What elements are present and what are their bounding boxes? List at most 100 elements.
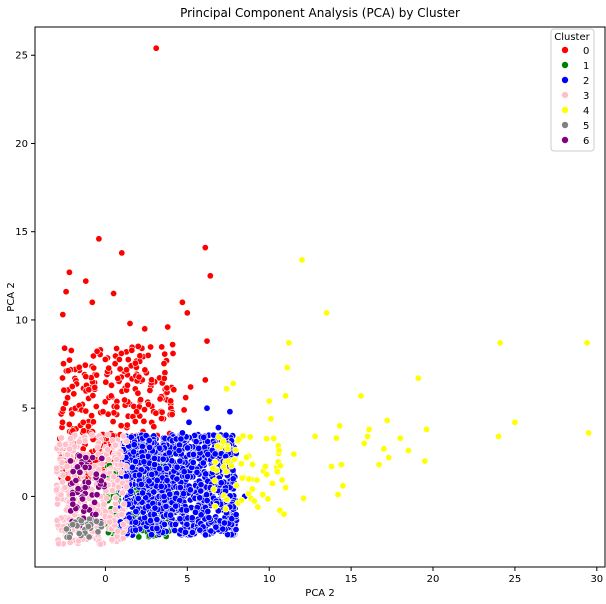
cluster-5-point (77, 517, 85, 525)
cluster-2-point (176, 483, 184, 491)
cluster-4-point (360, 439, 368, 447)
cluster-6-point (82, 454, 90, 462)
cluster-3-point (110, 473, 118, 481)
cluster-2-point (132, 457, 140, 465)
cluster-3-point (119, 520, 127, 528)
legend-box (550, 28, 595, 152)
cluster-2-point (228, 515, 236, 523)
cluster-0-point (117, 422, 125, 430)
cluster-0-point (133, 408, 141, 416)
cluster-6-point (76, 452, 84, 460)
cluster-6-point (89, 454, 97, 462)
legend-marker-5 (561, 121, 569, 129)
cluster-6-point (81, 463, 89, 471)
cluster-2-point (219, 525, 227, 533)
cluster-4-point (238, 474, 246, 482)
cluster-0-point (187, 383, 195, 391)
cluster-0-point (145, 400, 153, 408)
cluster-2-point (150, 488, 158, 496)
cluster-2-point (183, 506, 191, 514)
cluster-0-point (88, 412, 96, 420)
cluster-2-point (150, 454, 158, 462)
cluster-2-point (189, 528, 197, 536)
cluster-2-point (147, 517, 155, 525)
cluster-3-point (103, 494, 111, 502)
cluster-0-point (64, 394, 72, 402)
cluster-2-point (211, 450, 219, 458)
cluster-0-point (82, 277, 90, 285)
cluster-0-point (58, 418, 66, 426)
cluster-0-point (65, 268, 73, 276)
cluster-0-point (167, 397, 175, 405)
cluster-3-point (106, 518, 114, 526)
cluster-4-point (278, 476, 286, 484)
cluster-2-point (163, 476, 171, 484)
cluster-4-point (237, 460, 245, 468)
cluster-2-point (200, 433, 208, 441)
cluster-2-point (172, 520, 180, 528)
cluster-4-point (327, 462, 335, 470)
cluster-0-point (82, 407, 90, 415)
cluster-0-point (59, 311, 67, 319)
cluster-2-point (148, 470, 156, 478)
cluster-3-point (123, 483, 131, 491)
cluster-0-point (150, 423, 158, 431)
cluster-2-point (207, 527, 215, 535)
cluster-0-point (152, 409, 160, 417)
cluster-2-point (160, 492, 168, 500)
cluster-2-point (195, 444, 203, 452)
cluster-0-point (170, 386, 178, 394)
cluster-4-point (246, 433, 254, 441)
legend-marker-2 (561, 76, 569, 84)
cluster-6-point (69, 500, 77, 508)
y-tick-label: 20 (15, 139, 28, 150)
cluster-0-point (182, 394, 190, 402)
cluster-2-point (226, 408, 234, 416)
cluster-4-point (263, 470, 271, 478)
cluster-2-point (180, 490, 188, 498)
cluster-0-point (146, 386, 154, 394)
legend-label-0: 0 (583, 46, 589, 57)
legend: Cluster 0 1 2 3 4 5 6 (550, 28, 595, 152)
cluster-2-point (212, 523, 220, 531)
cluster-0-point (99, 408, 107, 416)
cluster-2-point (214, 424, 222, 432)
x-axis-label: PCA 2 (305, 588, 334, 599)
cluster-4-point (383, 416, 391, 424)
cluster-2-point (180, 468, 188, 476)
cluster-4-point (585, 429, 593, 437)
cluster-2-point (130, 448, 138, 456)
cluster-2-point (146, 443, 154, 451)
x-tick-label: 25 (509, 574, 522, 585)
cluster-2-point (151, 461, 159, 469)
cluster-0-point (134, 389, 142, 397)
cluster-3-point (75, 438, 83, 446)
cluster-0-point (65, 420, 73, 428)
cluster-4-point (511, 418, 519, 426)
cluster-2-point (140, 458, 148, 466)
cluster-2-point (176, 515, 184, 523)
cluster-3-point (56, 441, 64, 449)
cluster-3-point (118, 510, 126, 518)
cluster-0-point (131, 359, 139, 367)
cluster-0-point (124, 356, 132, 364)
cluster-0-point (82, 373, 90, 381)
cluster-0-point (110, 289, 118, 297)
cluster-4-point (421, 457, 429, 465)
cluster-3-point (105, 456, 113, 464)
cluster-0-point (160, 374, 168, 382)
cluster-2-point (178, 429, 186, 437)
cluster-2-point (132, 508, 140, 516)
x-tick-label: 20 (427, 574, 440, 585)
cluster-0-point (121, 396, 129, 404)
cluster-0-point (136, 352, 144, 360)
cluster-5-point (85, 533, 93, 541)
cluster-2-point (168, 457, 176, 465)
cluster-6-point (93, 491, 101, 499)
cluster-0-point (163, 384, 171, 392)
cluster-3-point (55, 540, 63, 548)
cluster-2-point (171, 526, 179, 534)
cluster-6-point (79, 495, 87, 503)
cluster-0-point (206, 272, 214, 280)
